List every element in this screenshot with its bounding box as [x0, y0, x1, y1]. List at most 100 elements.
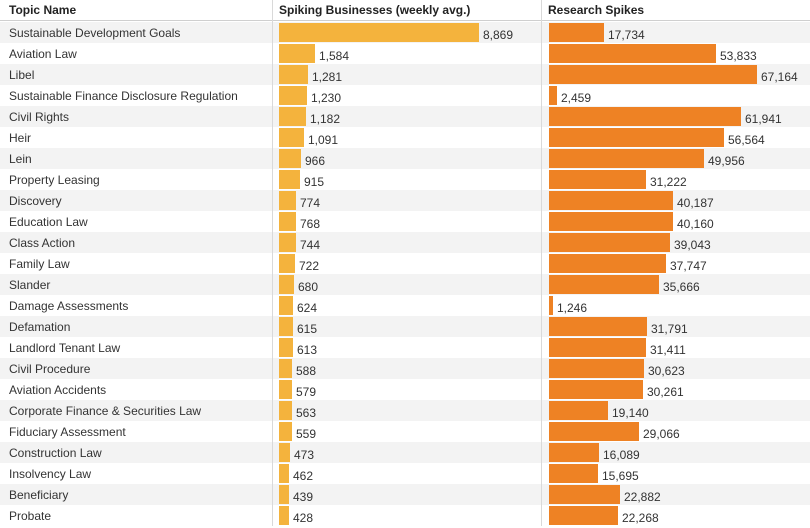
topic-name-label: Class Action: [9, 236, 76, 250]
topic-name-label: Defamation: [9, 320, 71, 334]
spiking-bar: [279, 44, 315, 63]
topic-name-label: Lein: [9, 152, 32, 166]
spiking-value-label: 1,182: [310, 112, 341, 126]
spiking-bar: [279, 191, 296, 210]
spiking-value-label: 915: [304, 175, 325, 189]
research-value-label: 19,140: [612, 406, 649, 420]
spiking-value-label: 615: [297, 322, 318, 336]
spiking-bar: [279, 86, 307, 105]
table-row: Property Leasing 915 31,222: [0, 169, 810, 190]
topic-name-label: Property Leasing: [9, 173, 100, 187]
table-row: Discovery 774 40,187: [0, 190, 810, 211]
spiking-bar: [279, 359, 292, 378]
spiking-value-label: 613: [297, 343, 318, 357]
spiking-bar: [279, 170, 300, 189]
research-value-label: 56,564: [728, 133, 765, 147]
topic-name-label: Damage Assessments: [9, 299, 129, 313]
topic-name-label: Sustainable Development Goals: [9, 26, 181, 40]
research-bar: [549, 296, 553, 315]
research-value-label: 37,747: [670, 259, 707, 273]
table-row: Lein 966 49,956: [0, 148, 810, 169]
topic-name-label: Discovery: [9, 194, 62, 208]
spiking-bar: [279, 23, 479, 42]
spiking-value-label: 1,230: [311, 91, 342, 105]
table-row: Heir 1,091 56,564: [0, 127, 810, 148]
research-value-label: 40,160: [677, 217, 714, 231]
topic-name-label: Slander: [9, 278, 51, 292]
topic-name-label: Construction Law: [9, 446, 102, 460]
spiking-value-label: 439: [293, 490, 314, 504]
spiking-bar: [279, 317, 293, 336]
spiking-businesses-header: Spiking Businesses (weekly avg.): [279, 3, 471, 17]
topic-name-label: Sustainable Finance Disclosure Regulatio…: [9, 89, 238, 103]
research-bar: [549, 128, 724, 147]
research-value-label: 61,941: [745, 112, 782, 126]
table-row: Libel 1,281 67,164: [0, 64, 810, 85]
spiking-bar: [279, 128, 304, 147]
table-row: Defamation 615 31,791: [0, 316, 810, 337]
research-value-label: 49,956: [708, 154, 745, 168]
research-value-label: 16,089: [603, 448, 640, 462]
spiking-value-label: 588: [296, 364, 317, 378]
topic-name-label: Education Law: [9, 215, 88, 229]
column-separator-2: [541, 0, 542, 526]
table-row: Probate 428 22,268: [0, 505, 810, 526]
research-bar: [549, 23, 604, 42]
table-row: Civil Procedure 588 30,623: [0, 358, 810, 379]
spiking-bar: [279, 107, 306, 126]
topic-name-label: Insolvency Law: [9, 467, 92, 481]
spiking-bar: [279, 338, 293, 357]
topic-name-label: Aviation Law: [9, 47, 77, 61]
table-row: Sustainable Development Goals 8,869 17,734: [0, 22, 810, 43]
research-bar: [549, 275, 659, 294]
research-bar: [549, 65, 757, 84]
spiking-value-label: 774: [300, 196, 321, 210]
research-bar: [549, 212, 673, 231]
spiking-value-label: 624: [297, 301, 318, 315]
spiking-bar: [279, 254, 295, 273]
spiking-value-label: 1,584: [319, 49, 350, 63]
table-row: Aviation Law 1,584 53,833: [0, 43, 810, 64]
spiking-bar: [279, 506, 289, 525]
research-bar: [549, 485, 620, 504]
research-bar: [549, 338, 646, 357]
research-value-label: 35,666: [663, 280, 700, 294]
table-row: Sustainable Finance Disclosure Regulatio…: [0, 85, 810, 106]
column-separator-1: [272, 0, 273, 526]
spiking-bar: [279, 275, 294, 294]
research-value-label: 22,268: [622, 511, 659, 525]
spiking-bar: [279, 233, 296, 252]
research-bar: [549, 254, 666, 273]
table-row: Landlord Tenant Law 613 31,411: [0, 337, 810, 358]
spiking-value-label: 579: [296, 385, 317, 399]
spiking-value-label: 680: [298, 280, 319, 294]
spiking-bar: [279, 65, 308, 84]
spiking-bar: [279, 149, 301, 168]
research-bar: [549, 380, 643, 399]
topic-name-label: Corporate Finance & Securities Law: [9, 404, 202, 418]
research-bar: [549, 233, 670, 252]
spiking-bar: [279, 401, 292, 420]
spiking-value-label: 428: [293, 511, 314, 525]
research-value-label: 22,882: [624, 490, 661, 504]
spiking-value-label: 768: [300, 217, 321, 231]
spiking-bar: [279, 422, 292, 441]
spiking-value-label: 722: [299, 259, 320, 273]
research-bar: [549, 149, 704, 168]
spiking-value-label: 1,091: [308, 133, 339, 147]
table-row: Family Law 722 37,747: [0, 253, 810, 274]
spiking-bar: [279, 380, 292, 399]
research-value-label: 31,222: [650, 175, 687, 189]
research-value-label: 2,459: [561, 91, 592, 105]
spiking-value-label: 559: [296, 427, 317, 441]
spiking-bar: [279, 464, 289, 483]
research-value-label: 39,043: [674, 238, 711, 252]
spiking-value-label: 563: [296, 406, 317, 420]
research-value-label: 17,734: [608, 28, 645, 42]
research-value-label: 31,411: [650, 343, 686, 357]
table-row: Corporate Finance & Securities Law 563 19,…: [0, 400, 810, 421]
spiking-value-label: 473: [294, 448, 315, 462]
topic-name-label: Probate: [9, 509, 52, 523]
table-row: Slander 680 35,666: [0, 274, 810, 295]
topic-name-label: Landlord Tenant Law: [9, 341, 121, 355]
